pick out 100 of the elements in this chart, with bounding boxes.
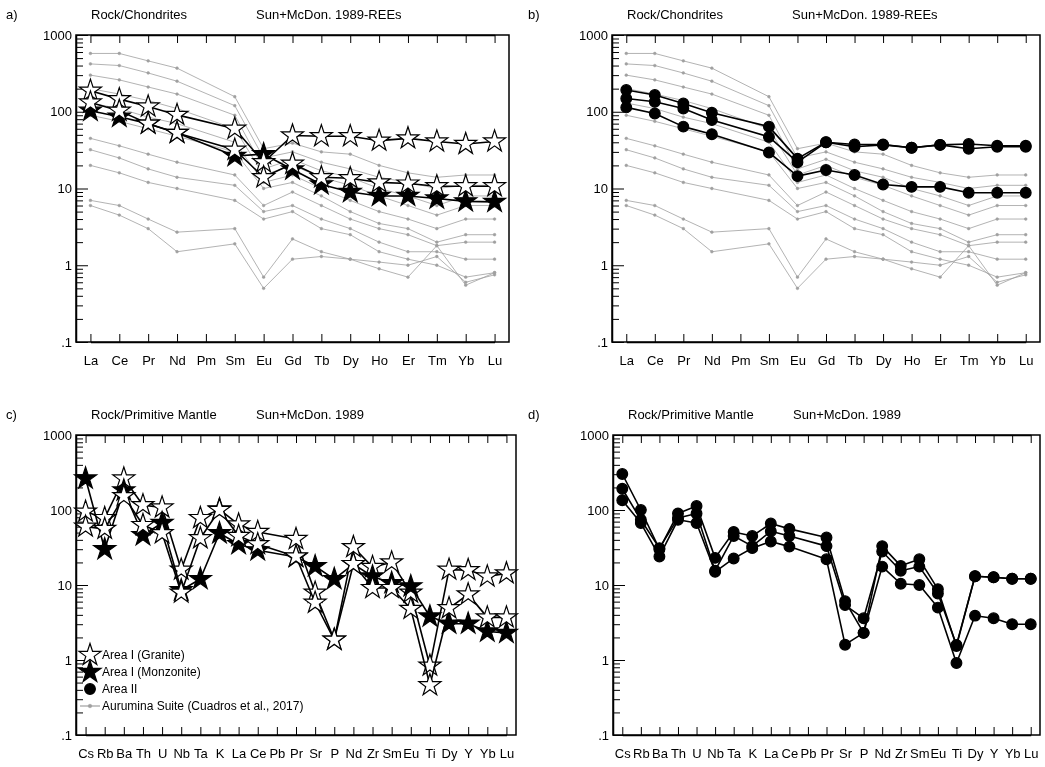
y-tick-label: 10 (594, 577, 609, 593)
x-tick-label: Dy (967, 746, 984, 762)
x-tick-label: Nd (345, 746, 363, 762)
y-tick-label: 1 (601, 652, 609, 668)
x-tick-label: Er (401, 353, 416, 369)
x-tick-label: K (215, 746, 225, 762)
y-axis-title: Rock/Primitive Mantle (91, 407, 217, 422)
x-tick-label: Yb (458, 353, 475, 369)
x-tick-label: Nd (874, 746, 892, 762)
y-tick-label: 1 (600, 257, 608, 273)
x-tick-label: Pb (269, 746, 286, 762)
y-tick-label: .1 (61, 334, 72, 350)
x-tick-label: Y (989, 746, 999, 762)
x-tick-label: Ta (193, 746, 209, 762)
text: b) (528, 7, 540, 22)
x-tick-label: La (83, 353, 99, 369)
chart-title: Sun+McDon. 1989 (793, 407, 902, 422)
x-tick-label: Nb (707, 746, 724, 762)
y-tick-label: 1000 (43, 427, 72, 443)
x-tick-label: Y (464, 746, 474, 762)
x-tick-label: Th (670, 746, 687, 762)
y-tick-label: 10 (593, 181, 608, 197)
x-tick-label: Ti (951, 746, 963, 762)
y-tick-label: 100 (50, 502, 72, 518)
x-tick-label: P (330, 746, 340, 762)
x-tick-label: Yb (1004, 746, 1021, 762)
x-tick-label: Eu (403, 746, 420, 762)
x-tick-label: Tm (427, 353, 447, 369)
x-tick-label: Ce (249, 746, 267, 762)
y-axis-title: Rock/Chondrites (627, 7, 724, 22)
y-tick-label: 100 (50, 104, 72, 120)
x-tick-label: U (157, 746, 168, 762)
x-tick-label: Sr (309, 746, 323, 762)
x-tick-label: Ho (903, 353, 921, 369)
x-tick-label: Pb (800, 746, 817, 762)
y-tick-label: 1000 (43, 27, 72, 43)
y-tick-label: 1000 (580, 427, 609, 443)
x-tick-label: K (748, 746, 758, 762)
x-tick-label: Gd (817, 353, 836, 369)
y-tick-label: 100 (586, 104, 608, 120)
x-tick-label: Lu (499, 746, 515, 762)
chart-title: Sun+McDon. 1989 (256, 407, 365, 422)
x-tick-label: Tb (314, 353, 330, 369)
x-tick-label: Er (934, 353, 948, 369)
x-tick-label: Pr (142, 353, 156, 369)
text: d) (528, 407, 540, 422)
x-tick-label: Dy (441, 746, 458, 762)
x-tick-label: Sm (759, 353, 780, 369)
x-tick-label: Dy (342, 353, 360, 369)
x-tick-label: Lu (487, 353, 503, 369)
x-tick-label: P (859, 746, 869, 762)
y-tick-label: .1 (61, 727, 72, 743)
x-tick-label: Th (135, 746, 152, 762)
x-tick-label: La (764, 746, 780, 762)
legend-label: Aurumina Suite (Cuadros et al., 2017) (102, 699, 304, 714)
y-tick-label: 10 (57, 577, 72, 593)
x-tick-label: Ba (651, 746, 669, 762)
x-tick-label: Yb (479, 746, 496, 762)
y-axis-title: Rock/Primitive Mantle (628, 407, 754, 422)
x-tick-label: Pr (677, 353, 691, 369)
y-tick-label: .1 (597, 334, 608, 350)
y-tick-label: .1 (598, 727, 609, 743)
x-tick-label: Dy (875, 353, 893, 369)
x-tick-label: Ta (727, 746, 742, 762)
y-axis-title: Rock/Chondrites (91, 7, 188, 22)
x-tick-label: Pr (820, 746, 835, 762)
x-tick-label: Lu (1019, 353, 1034, 369)
x-tick-label: Rb (633, 746, 650, 762)
x-tick-label: Ti (425, 746, 436, 762)
x-tick-label: Nd (169, 353, 186, 369)
text: c) (6, 407, 17, 422)
text: a) (6, 7, 18, 22)
x-tick-label: Cs (614, 746, 632, 762)
x-tick-label: La (619, 353, 635, 369)
y-tick-label: 100 (587, 502, 609, 518)
x-tick-label: Sm (225, 353, 246, 369)
x-tick-label: U (692, 746, 702, 762)
x-tick-label: Gd (284, 353, 302, 369)
x-tick-label: Eu (256, 353, 273, 369)
x-tick-label: Ce (111, 353, 129, 369)
x-tick-label: Pr (290, 746, 304, 762)
x-tick-label: Sm (910, 746, 930, 762)
x-tick-label: Tm (959, 353, 979, 369)
x-tick-label: Sm (382, 746, 402, 762)
x-tick-label: Pm (196, 353, 217, 369)
x-tick-label: Rb (96, 746, 114, 762)
x-tick-label: Eu (790, 353, 806, 369)
x-tick-label: Zr (895, 746, 909, 762)
x-tick-label: Ce (646, 353, 664, 369)
legend-label: Area I (Granite) (102, 648, 185, 663)
x-tick-label: Zr (366, 746, 380, 762)
y-tick-label: 1 (64, 257, 72, 273)
x-tick-label: Cs (78, 746, 95, 762)
x-tick-label: Eu (930, 746, 947, 762)
x-tick-label: Ho (371, 353, 388, 369)
chart-title: Sun+McDon. 1989-REEs (256, 7, 403, 22)
x-tick-label: Ce (781, 746, 799, 762)
x-tick-label: Nb (173, 746, 191, 762)
legend-label: Area II (102, 682, 138, 697)
y-tick-label: 1 (64, 652, 72, 668)
